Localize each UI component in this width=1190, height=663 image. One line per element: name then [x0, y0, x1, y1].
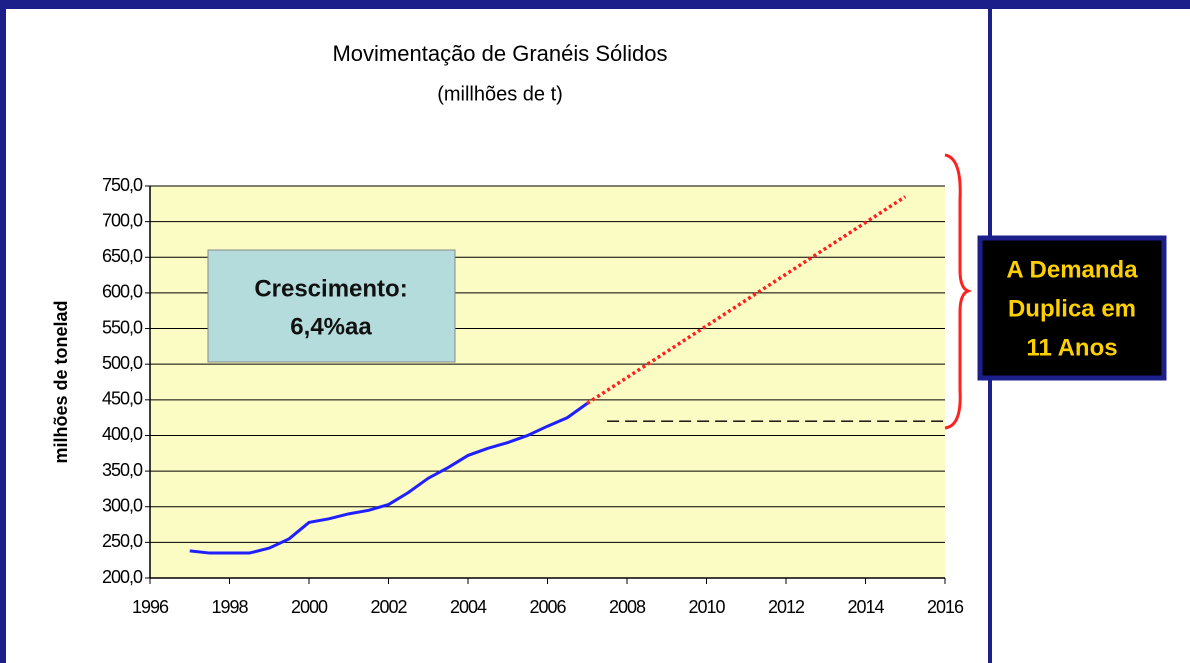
- annotation-text: 6,4%aa: [290, 313, 372, 340]
- y-tick-label: 200,0: [102, 567, 143, 587]
- brace: [944, 153, 973, 430]
- x-tick-label: 2000: [291, 597, 328, 617]
- annotation-text: Crescimento:: [254, 275, 407, 302]
- callout-text: 11 Anos: [1026, 334, 1117, 361]
- y-tick-label: 450,0: [102, 389, 143, 409]
- annotation-box: [207, 249, 456, 363]
- y-tick-label: 500,0: [102, 353, 143, 373]
- x-tick-label: 1996: [132, 597, 169, 617]
- x-tick-label: 1998: [211, 597, 248, 617]
- x-tick-label: 2012: [768, 597, 805, 617]
- callout-box: [977, 235, 1167, 381]
- x-tick-label: 2002: [370, 597, 407, 617]
- y-tick-label: 550,0: [102, 317, 143, 337]
- x-tick-label: 2016: [927, 597, 964, 617]
- plot-area: [150, 186, 945, 578]
- series-line: [189, 402, 589, 555]
- y-tick-label: 600,0: [102, 282, 143, 302]
- x-tick-label: 2008: [609, 597, 646, 617]
- y-tick-label: 750,0: [102, 175, 143, 195]
- y-tick-label: 400,0: [102, 424, 143, 444]
- x-tick-label: 2010: [688, 597, 725, 617]
- x-tick-label: 2004: [450, 597, 487, 617]
- y-tick-label: 300,0: [102, 495, 143, 515]
- y-tick-label: 250,0: [102, 531, 143, 551]
- callout-text: Duplica em: [1008, 295, 1136, 322]
- x-tick-label: 2006: [529, 597, 566, 617]
- chart-title: Movimentação de Granéis Sólidos: [332, 41, 667, 66]
- callout-text: A Demanda: [1006, 256, 1138, 283]
- y-tick-label: 650,0: [102, 246, 143, 266]
- y-tick-label: 350,0: [102, 460, 143, 480]
- x-tick-label: 2014: [847, 597, 884, 617]
- y-tick-label: 700,0: [102, 210, 143, 230]
- y-axis-label: milhões de tonelad: [51, 300, 71, 463]
- chart-subtitle: (millhões de t): [437, 83, 563, 105]
